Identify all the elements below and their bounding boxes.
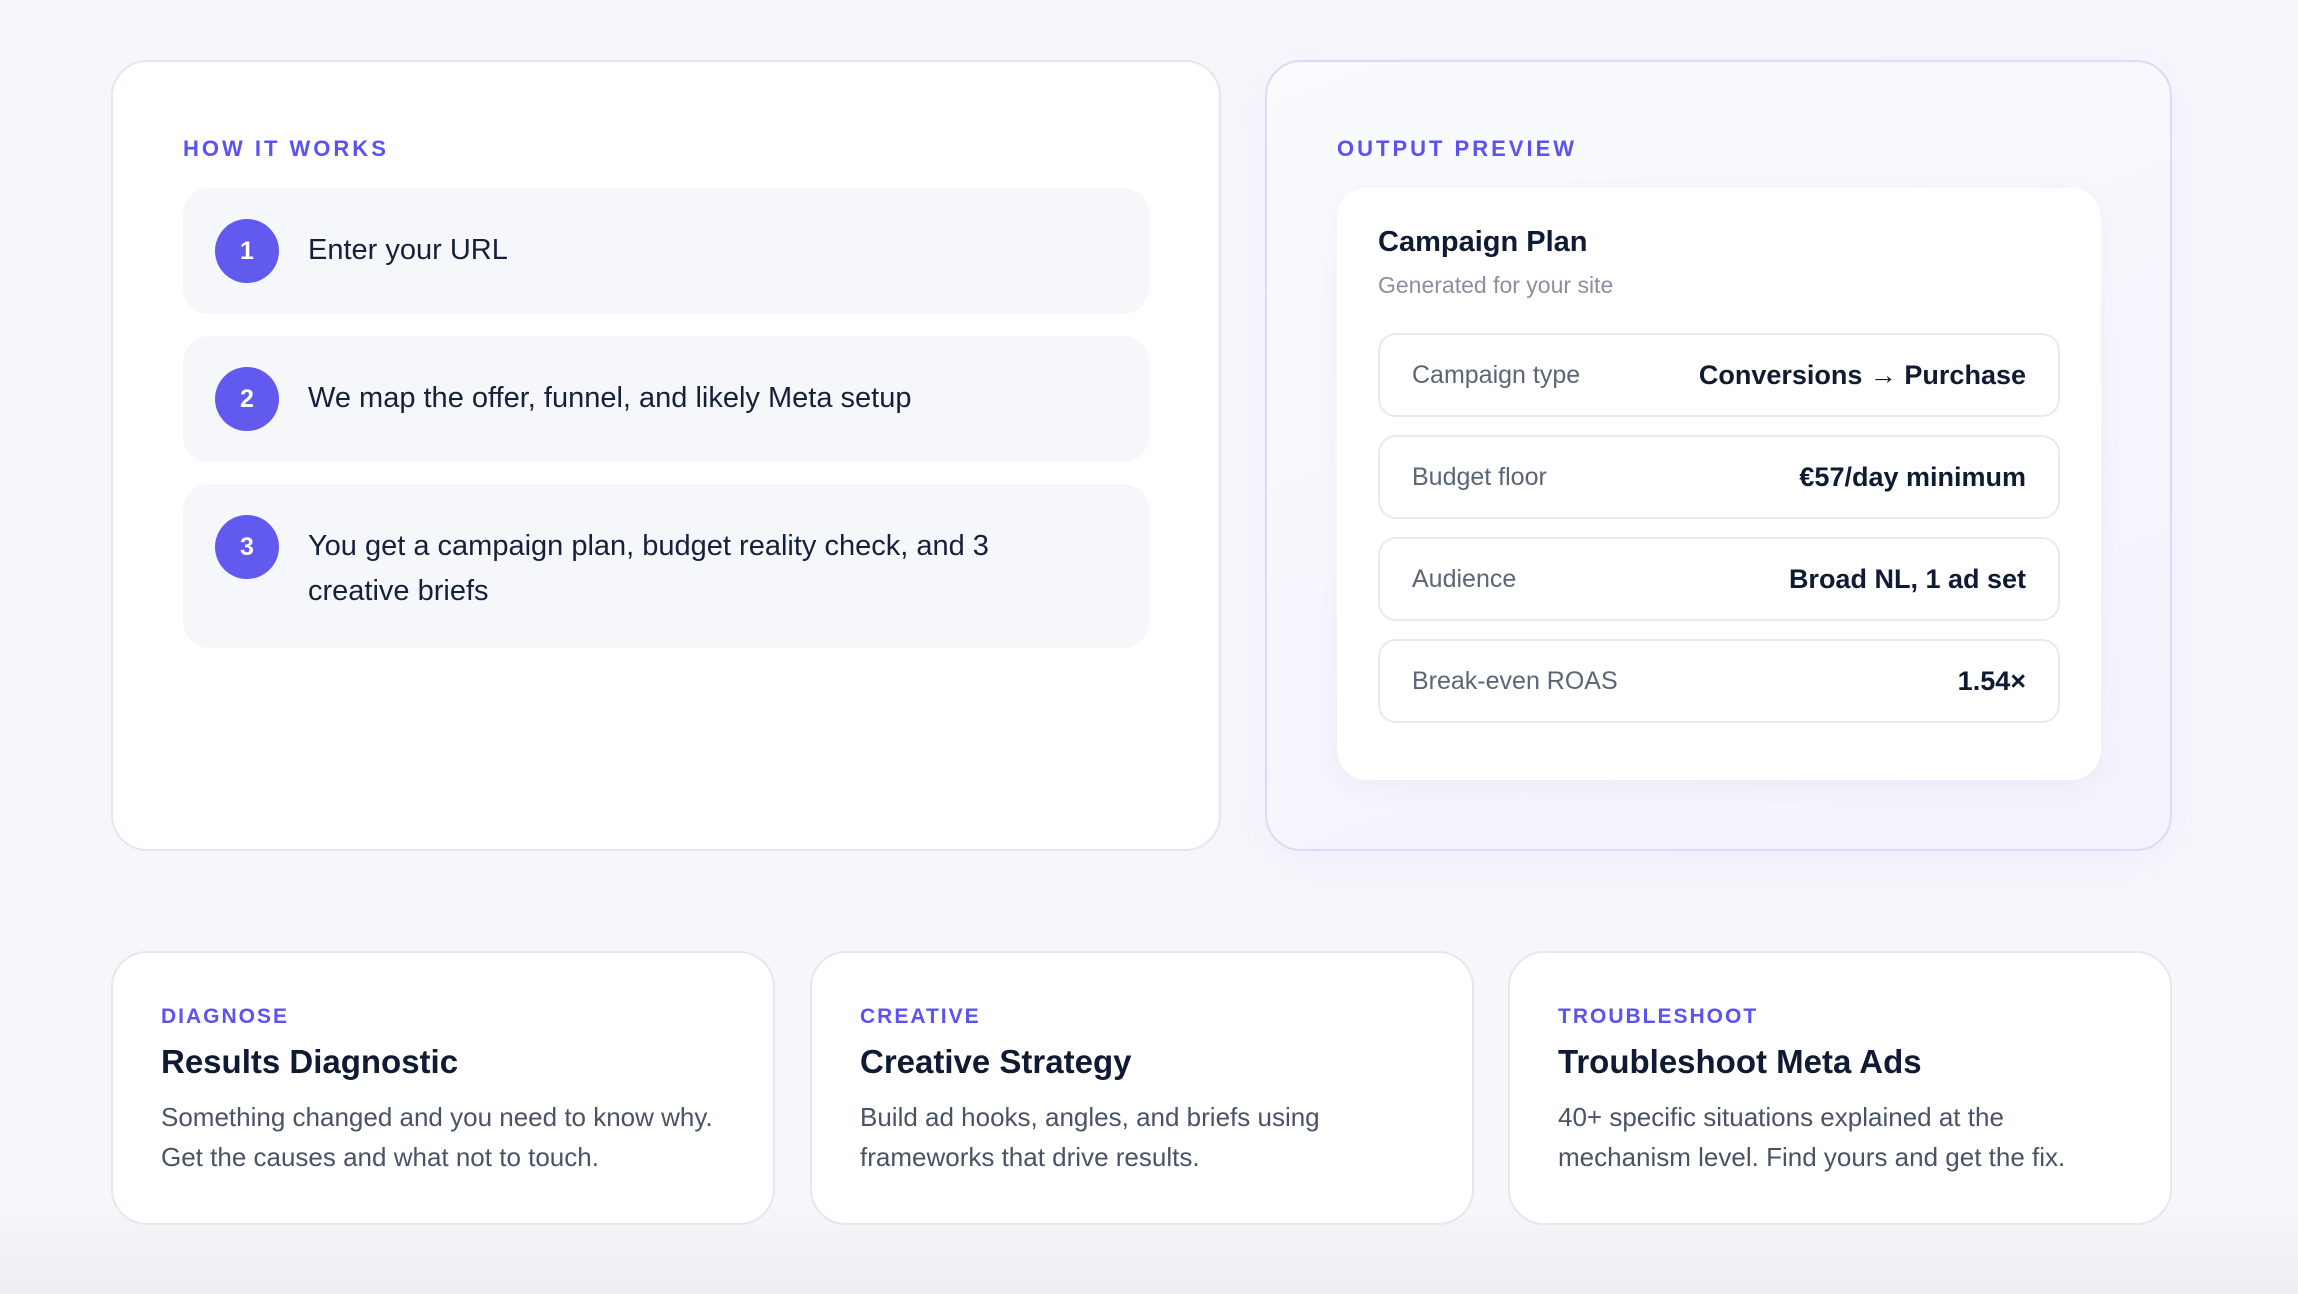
row-value: Conversions → Purchase xyxy=(1698,359,2026,390)
feature-label: CREATIVE xyxy=(860,1005,981,1028)
output-preview-heading: OUTPUT PREVIEW xyxy=(1337,136,1578,161)
step-number-badge: 3 xyxy=(215,515,279,579)
feature-description: Something changed and you need to know w… xyxy=(161,1102,713,1172)
row-value: 1.54× xyxy=(1957,665,2026,696)
campaign-plan-subtitle: Generated for your site xyxy=(1378,272,1614,298)
step-number-badge: 2 xyxy=(215,367,279,431)
feature-title: Creative Strategy xyxy=(860,1043,1132,1080)
feature-label: DIAGNOSE xyxy=(161,1005,290,1028)
row-value: €57/day minimum xyxy=(1799,461,2026,492)
row-value: Broad NL, 1 ad set xyxy=(1788,563,2026,594)
step-1: 1 Enter your URL xyxy=(183,188,1149,314)
row-label: Break-even ROAS xyxy=(1412,666,1618,695)
row-label: Budget floor xyxy=(1412,462,1547,491)
step-text: Enter your URL xyxy=(308,234,508,266)
feature-card-diagnose[interactable]: DIAGNOSE Results Diagnostic Something ch… xyxy=(111,951,775,1225)
step-number-badge: 1 xyxy=(215,219,279,283)
row-label: Campaign type xyxy=(1412,360,1581,389)
feature-description: Build ad hooks, angles, and briefs using… xyxy=(860,1102,1320,1172)
feature-label: TROUBLESHOOT xyxy=(1558,1005,1759,1028)
row-label: Audience xyxy=(1412,564,1517,593)
campaign-plan-card: Campaign Plan Generated for your site Ca… xyxy=(1337,188,2101,780)
feature-card-creative[interactable]: CREATIVE Creative Strategy Build ad hook… xyxy=(810,951,1474,1225)
plan-row-budget-floor: Budget floor €57/day minimum xyxy=(1378,435,2060,519)
step-text: You get a campaign plan, budget reality … xyxy=(308,530,989,607)
campaign-plan-title: Campaign Plan xyxy=(1378,226,1588,258)
feature-title: Results Diagnostic xyxy=(161,1043,459,1080)
how-it-works-card: HOW IT WORKS 1 Enter your URL 2 We map t… xyxy=(111,60,1221,851)
feature-card-troubleshoot[interactable]: TROUBLESHOOT Troubleshoot Meta Ads 40+ s… xyxy=(1508,951,2172,1225)
feature-description: 40+ specific situations explained at the… xyxy=(1558,1102,2066,1172)
feature-title: Troubleshoot Meta Ads xyxy=(1558,1043,1922,1080)
plan-row-break-even-roas: Break-even ROAS 1.54× xyxy=(1378,639,2060,723)
how-it-works-heading: HOW IT WORKS xyxy=(183,136,389,161)
step-3: 3 You get a campaign plan, budget realit… xyxy=(183,484,1149,648)
output-preview-card: OUTPUT PREVIEW Campaign Plan Generated f… xyxy=(1265,60,2172,851)
plan-row-campaign-type: Campaign type Conversions → Purchase xyxy=(1378,333,2060,417)
step-text: We map the offer, funnel, and likely Met… xyxy=(308,382,912,414)
step-2: 2 We map the offer, funnel, and likely M… xyxy=(183,336,1149,462)
plan-row-audience: Audience Broad NL, 1 ad set xyxy=(1378,537,2060,621)
